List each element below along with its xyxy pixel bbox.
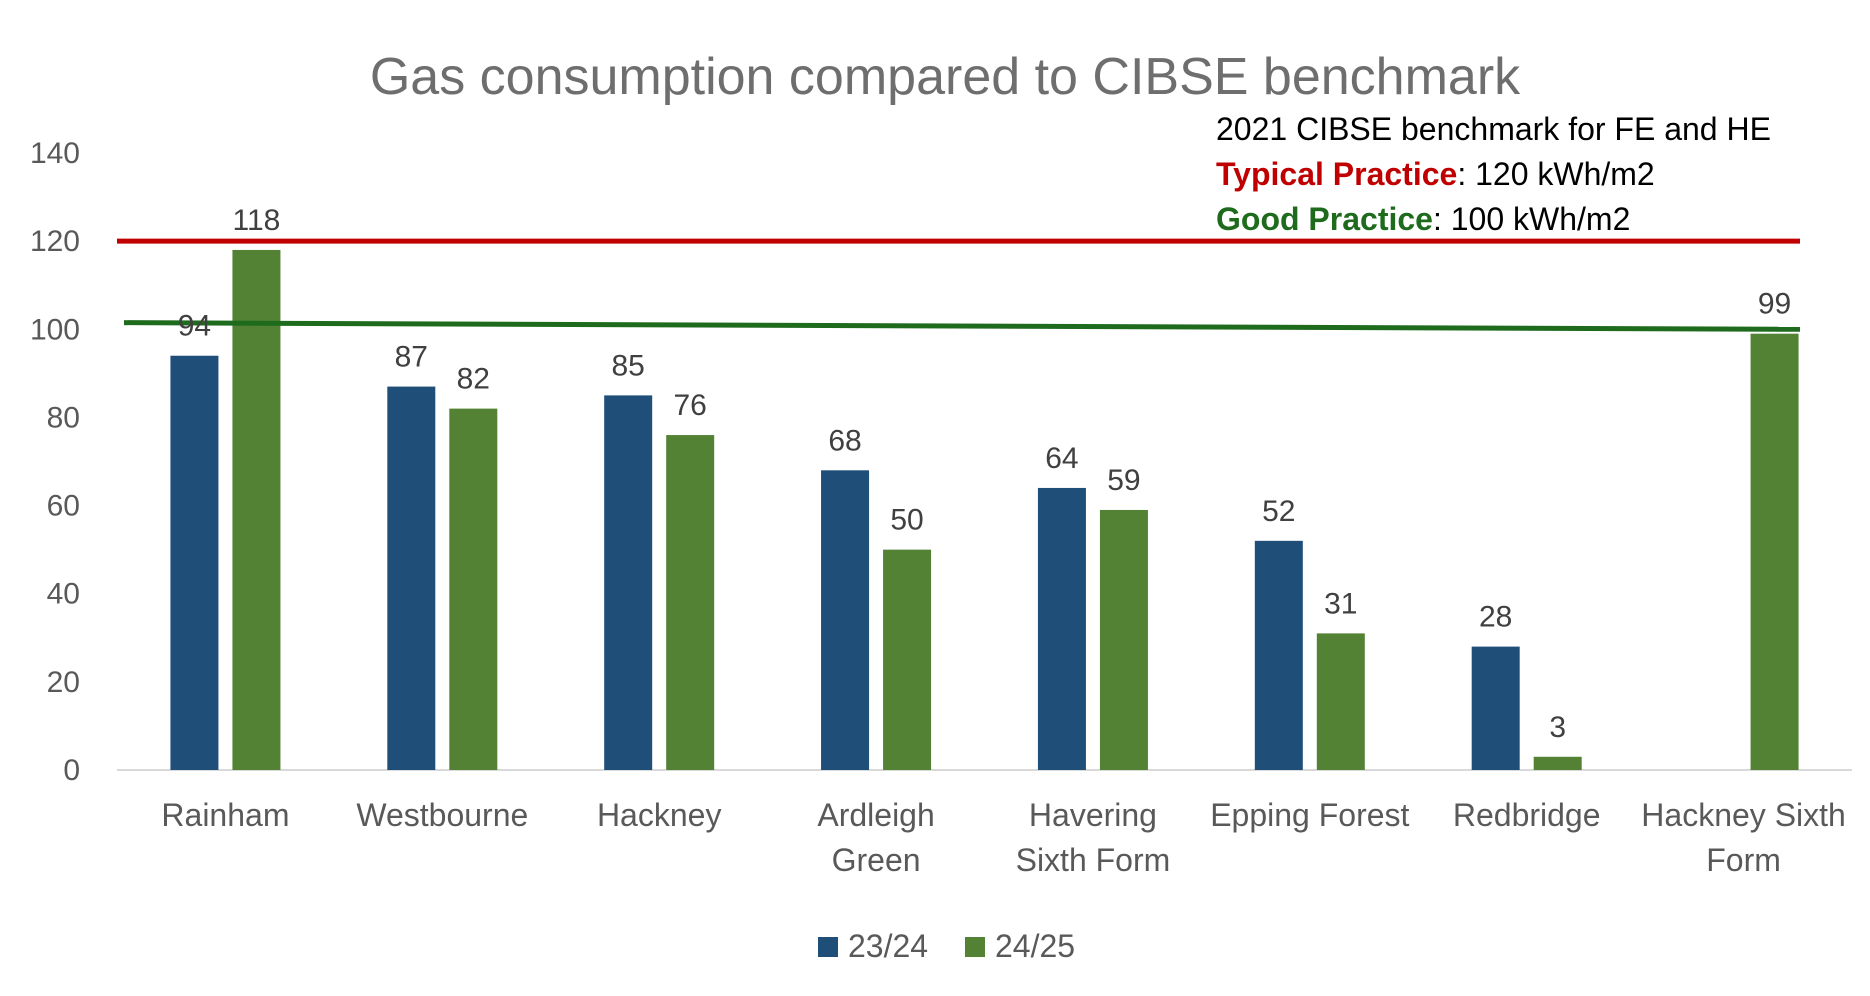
bar-23-24: [170, 355, 219, 770]
bar-23-24: [1471, 646, 1520, 770]
y-tick-label: 40: [47, 578, 80, 611]
bar-24-25: [1533, 756, 1582, 770]
benchmark-annotation: 2021 CIBSE benchmark for FE and HE Typic…: [1216, 111, 1771, 237]
bar-24-25: [883, 549, 932, 770]
bar-24-25: [1099, 509, 1148, 770]
annotation-good-practice: Good Practice: 100 kWh/m2: [1216, 201, 1630, 237]
data-label: 87: [395, 341, 428, 374]
data-label: 85: [612, 349, 645, 382]
data-label: 82: [457, 363, 490, 396]
bar-23-24: [1037, 487, 1086, 770]
category-label: Epping Forest: [1210, 797, 1409, 833]
category-label: Ardleigh Green: [817, 797, 934, 878]
data-label: 59: [1107, 464, 1140, 497]
data-label: 94: [178, 310, 211, 343]
data-label: 68: [828, 424, 861, 457]
benchmark-lines: [117, 238, 1801, 332]
bar-23-24: [1254, 540, 1303, 770]
bar-23-24: [604, 395, 653, 770]
data-label: 64: [1045, 442, 1078, 475]
annotation-typical-practice: Typical Practice: 120 kWh/m2: [1216, 156, 1655, 192]
typical-practice-label: Typical Practice: [1216, 156, 1457, 192]
y-tick-label: 60: [47, 490, 80, 523]
legend-label: 23/24: [848, 928, 928, 964]
bar-23-24: [821, 470, 870, 770]
legend-swatch-24-25: [965, 937, 985, 957]
category-label: Rainham: [161, 797, 289, 833]
category-label: Havering Sixth Form: [1016, 797, 1171, 878]
bar-24-25: [666, 435, 715, 770]
data-labels-group: 94 87 85 68 64 52 28 118 82 76 50 59 31 3 99: [178, 204, 1792, 744]
annotation-heading: 2021 CIBSE benchmark for FE and HE: [1216, 111, 1771, 147]
chart-title: Gas consumption compared to CIBSE benchm…: [370, 48, 1521, 106]
category-label: Westbourne: [356, 797, 528, 833]
bar-24-25: [449, 408, 498, 770]
data-label: 31: [1324, 587, 1357, 620]
typical-practice-value: : 120 kWh/m2: [1457, 156, 1654, 192]
legend-swatch-23-24: [818, 937, 838, 957]
category-label: Redbridge: [1453, 797, 1601, 833]
y-tick-label: 0: [63, 754, 80, 787]
y-tick-label: 100: [30, 313, 80, 346]
legend: 23/24 24/25: [818, 928, 1075, 964]
data-label: 50: [890, 504, 923, 537]
good-practice-value: : 100 kWh/m2: [1433, 201, 1630, 237]
good-practice-line: [123, 320, 1801, 332]
category-labels-group: Rainham Westbourne Hackney Ardleigh Green Hav…: [161, 797, 1845, 878]
y-axis-ticks: 0 20 40 60 80 100 120 140: [30, 137, 80, 787]
y-tick-label: 20: [47, 666, 80, 699]
bars-group: [170, 249, 1799, 770]
category-label: Hackney Sixth Form: [1641, 797, 1846, 878]
data-label: 3: [1549, 711, 1566, 744]
category-label: Hackney: [597, 797, 722, 833]
data-label: 52: [1262, 495, 1295, 528]
y-tick-label: 80: [47, 401, 80, 434]
data-label: 76: [674, 389, 707, 422]
bar-23-24: [387, 386, 436, 770]
y-tick-label: 120: [30, 225, 80, 258]
bar-24-25: [232, 249, 281, 770]
data-label: 99: [1758, 288, 1791, 321]
good-practice-label: Good Practice: [1216, 201, 1433, 237]
data-label: 28: [1479, 601, 1512, 634]
legend-label: 24/25: [995, 928, 1075, 964]
bar-24-25: [1316, 633, 1365, 770]
data-label: 118: [233, 204, 281, 237]
y-tick-label: 140: [30, 137, 80, 170]
bar-24-25: [1750, 333, 1799, 770]
